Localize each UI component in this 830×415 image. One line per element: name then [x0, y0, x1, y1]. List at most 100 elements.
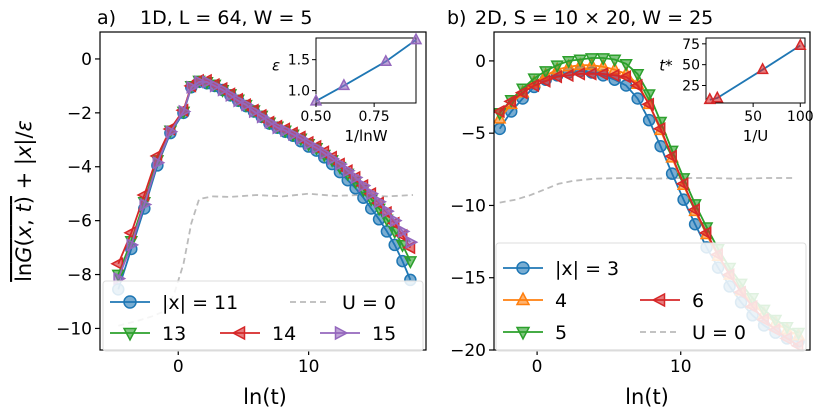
data-point	[595, 67, 609, 81]
legend-label: 4	[555, 290, 567, 312]
inset-y-tick-label: 75	[682, 37, 700, 53]
plot-data	[110, 73, 419, 327]
x-tick-label: 0	[173, 357, 184, 377]
data-point	[573, 54, 587, 68]
legend-marker	[231, 325, 246, 341]
legend-marker	[515, 291, 531, 306]
data-point	[225, 88, 239, 103]
y-tick-label: −2	[67, 104, 92, 124]
data-point	[303, 137, 317, 151]
panel-b-inset: 50 100 25 50 75 1/U t*	[659, 37, 813, 145]
data-point	[335, 157, 348, 171]
legend-entry: U = 0	[640, 322, 746, 344]
legend-entry: 14	[220, 323, 296, 345]
data-point	[280, 123, 294, 138]
data-point	[630, 69, 645, 82]
legend-entry: |x| = 11	[110, 292, 238, 314]
data-point	[698, 226, 712, 240]
data-point	[494, 122, 506, 136]
data-point	[397, 224, 411, 239]
inset-x-tick-label: 0.50	[300, 109, 331, 125]
y-tick-label: −8	[67, 266, 92, 286]
legend-entry: 5	[503, 322, 567, 344]
data-point	[619, 58, 633, 72]
data-point	[319, 146, 333, 161]
y-tick-label: −5	[461, 124, 486, 144]
inset-y-tick-label: 50	[682, 58, 700, 74]
legend-marker	[122, 327, 138, 342]
inset-data-point	[337, 78, 351, 91]
y-tick-label: 0	[81, 50, 92, 70]
data-point	[607, 54, 622, 68]
data-point	[126, 238, 140, 252]
legend-label: |x| = 11	[162, 292, 238, 314]
x-tick-label: 10	[670, 357, 692, 377]
y-tick-label: −4	[67, 158, 92, 178]
data-point	[494, 104, 505, 119]
inset-y-tick-label: 25	[682, 79, 700, 95]
panel-a: a) 1D, L = 64, W = 5 0 10 0 −2 −4 −6 −8 −10 0.5…	[12, 7, 427, 409]
inset-data-point	[409, 32, 423, 45]
legend-label: 14	[272, 323, 296, 345]
x-tick-label: 10	[298, 357, 320, 377]
data-point	[264, 115, 278, 130]
data-point	[194, 75, 208, 89]
legend-label: 5	[555, 322, 567, 344]
data-point	[526, 78, 540, 93]
data-point	[233, 93, 247, 108]
data-point	[631, 92, 644, 105]
legend-entry: |x| = 3	[503, 258, 619, 280]
series-3	[113, 75, 419, 286]
data-point	[629, 78, 643, 93]
data-point	[395, 240, 410, 253]
data-point	[209, 79, 223, 93]
panel-a-label: a)	[97, 7, 116, 29]
data-point	[665, 167, 679, 180]
data-point	[152, 155, 166, 170]
inset-frame	[705, 37, 806, 104]
data-point	[327, 151, 341, 166]
data-point	[560, 68, 574, 83]
y-tick-label: −10	[56, 319, 92, 339]
data-point	[288, 127, 301, 142]
inset-data-point	[756, 62, 769, 75]
data-point	[642, 113, 656, 127]
legend-entry: 13	[110, 323, 186, 345]
inset-x-axis-label: 1/U	[743, 127, 769, 145]
legend-entry: U = 0	[290, 292, 396, 314]
data-point	[596, 53, 610, 66]
panel-a-legend: |x| = 11 U = 0 13 14 15	[102, 280, 424, 352]
inset-x-tick-label: 50	[744, 109, 762, 125]
panel-b-label: b)	[447, 7, 466, 29]
data-point	[641, 97, 655, 112]
panel-b-legend: |x| = 3 4 6 5 U = 0	[495, 242, 807, 352]
panel-b-x-axis-label: ln(t)	[625, 385, 669, 409]
y-tick-label: −15	[450, 269, 486, 289]
data-point	[664, 149, 677, 164]
data-point	[139, 197, 153, 212]
legend-marker	[334, 325, 349, 341]
data-point	[654, 139, 667, 153]
data-point	[342, 164, 356, 178]
inset-data-point	[379, 54, 393, 67]
legend-label: U = 0	[342, 292, 396, 314]
data-point	[514, 85, 528, 100]
data-point	[618, 70, 632, 84]
data-point	[256, 110, 270, 124]
data-point	[675, 177, 689, 191]
legend-marker	[123, 295, 137, 309]
inset-x-tick-label: 0.75	[359, 109, 390, 125]
data-point	[311, 141, 325, 155]
legend-entry: 4	[503, 290, 567, 312]
data-point	[186, 80, 200, 94]
reference-line-u0	[499, 177, 796, 204]
y-tick-label: 0	[475, 52, 486, 72]
data-point	[178, 104, 192, 119]
data-point	[248, 104, 262, 119]
inset-x-axis-label: 1/lnW	[344, 127, 387, 145]
inset-y-tick-label: 1.5	[288, 53, 310, 69]
legend-label: 13	[162, 323, 186, 345]
series-1	[111, 75, 418, 283]
series-2	[110, 73, 416, 271]
data-point	[110, 257, 124, 271]
